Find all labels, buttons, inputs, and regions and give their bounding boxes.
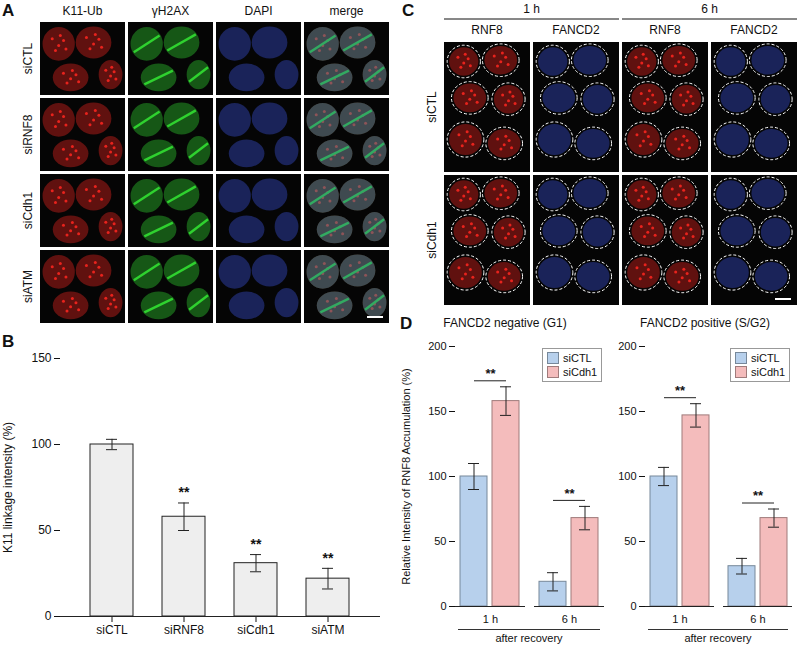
svg-text:0: 0 bbox=[45, 609, 52, 623]
svg-text:0: 0 bbox=[630, 600, 636, 612]
svg-text:γH2AX: γH2AX bbox=[152, 4, 189, 18]
svg-text:merge: merge bbox=[329, 4, 363, 18]
svg-text:0: 0 bbox=[440, 600, 446, 612]
svg-text:siCdh1: siCdh1 bbox=[237, 623, 275, 637]
svg-text:Relative Intensity of RNF8 Acc: Relative Intensity of RNF8 Accumulation … bbox=[400, 368, 412, 584]
svg-text:100: 100 bbox=[618, 470, 636, 482]
svg-text:siCTL: siCTL bbox=[425, 91, 439, 123]
svg-text:DAPI: DAPI bbox=[244, 4, 272, 18]
svg-text:50: 50 bbox=[624, 535, 636, 547]
svg-text:6 h: 6 h bbox=[562, 613, 577, 625]
html-text:after recovery: after recovery bbox=[684, 632, 752, 644]
svg-text:**: ** bbox=[564, 486, 575, 501]
html-text:siCTL: siCTL bbox=[751, 352, 780, 364]
svg-text:K11-Ub: K11-Ub bbox=[63, 4, 103, 18]
svg-text:**: ** bbox=[251, 536, 262, 552]
html-text:A: A bbox=[2, 1, 15, 20]
svg-text:siATM: siATM bbox=[21, 270, 35, 303]
html-text:siCTL: siCTL bbox=[563, 352, 592, 364]
svg-text:**: ** bbox=[675, 383, 686, 398]
svg-text:6 h: 6 h bbox=[701, 2, 718, 16]
svg-text:**: ** bbox=[485, 366, 496, 381]
html-text:FANCD2 negative (G1): FANCD2 negative (G1) bbox=[443, 316, 567, 330]
svg-text:**: ** bbox=[753, 488, 764, 503]
html-text:after recovery: after recovery bbox=[495, 632, 563, 644]
svg-text:1 h: 1 h bbox=[523, 2, 540, 16]
svg-text:100: 100 bbox=[31, 437, 51, 451]
svg-text:150: 150 bbox=[31, 351, 51, 365]
svg-text:siCdh1: siCdh1 bbox=[21, 192, 35, 230]
svg-text:150: 150 bbox=[428, 405, 446, 417]
svg-text:**: ** bbox=[323, 550, 334, 566]
svg-text:FANCD2: FANCD2 bbox=[730, 23, 778, 37]
svg-text:siCdh1: siCdh1 bbox=[425, 221, 439, 259]
html-text:siCdh1: siCdh1 bbox=[751, 366, 786, 378]
svg-text:siRNF8: siRNF8 bbox=[164, 623, 204, 637]
html-text:siCdh1: siCdh1 bbox=[563, 366, 598, 378]
svg-text:1 h: 1 h bbox=[483, 613, 498, 625]
html-text:B: B bbox=[2, 332, 15, 351]
svg-text:100: 100 bbox=[428, 470, 446, 482]
html-text:D: D bbox=[400, 314, 413, 333]
svg-text:6 h: 6 h bbox=[750, 613, 765, 625]
html-text:C: C bbox=[402, 1, 415, 20]
svg-text:50: 50 bbox=[38, 523, 52, 537]
svg-text:**: ** bbox=[179, 484, 190, 500]
svg-text:FANCD2: FANCD2 bbox=[552, 23, 600, 37]
svg-text:RNF8: RNF8 bbox=[649, 23, 681, 37]
svg-text:siCTL: siCTL bbox=[96, 623, 128, 637]
svg-text:50: 50 bbox=[434, 535, 446, 547]
svg-text:150: 150 bbox=[618, 405, 636, 417]
svg-text:siRNF8: siRNF8 bbox=[21, 114, 35, 154]
svg-text:siATM: siATM bbox=[311, 623, 344, 637]
svg-text:200: 200 bbox=[618, 340, 636, 352]
svg-text:RNF8: RNF8 bbox=[471, 23, 503, 37]
svg-text:1 h: 1 h bbox=[672, 613, 687, 625]
svg-text:K11 linkage intensity (%): K11 linkage intensity (%) bbox=[1, 422, 15, 553]
html-text:FANCD2 positive (S/G2): FANCD2 positive (S/G2) bbox=[640, 316, 770, 330]
svg-text:200: 200 bbox=[428, 340, 446, 352]
svg-text:siCTL: siCTL bbox=[21, 43, 35, 75]
